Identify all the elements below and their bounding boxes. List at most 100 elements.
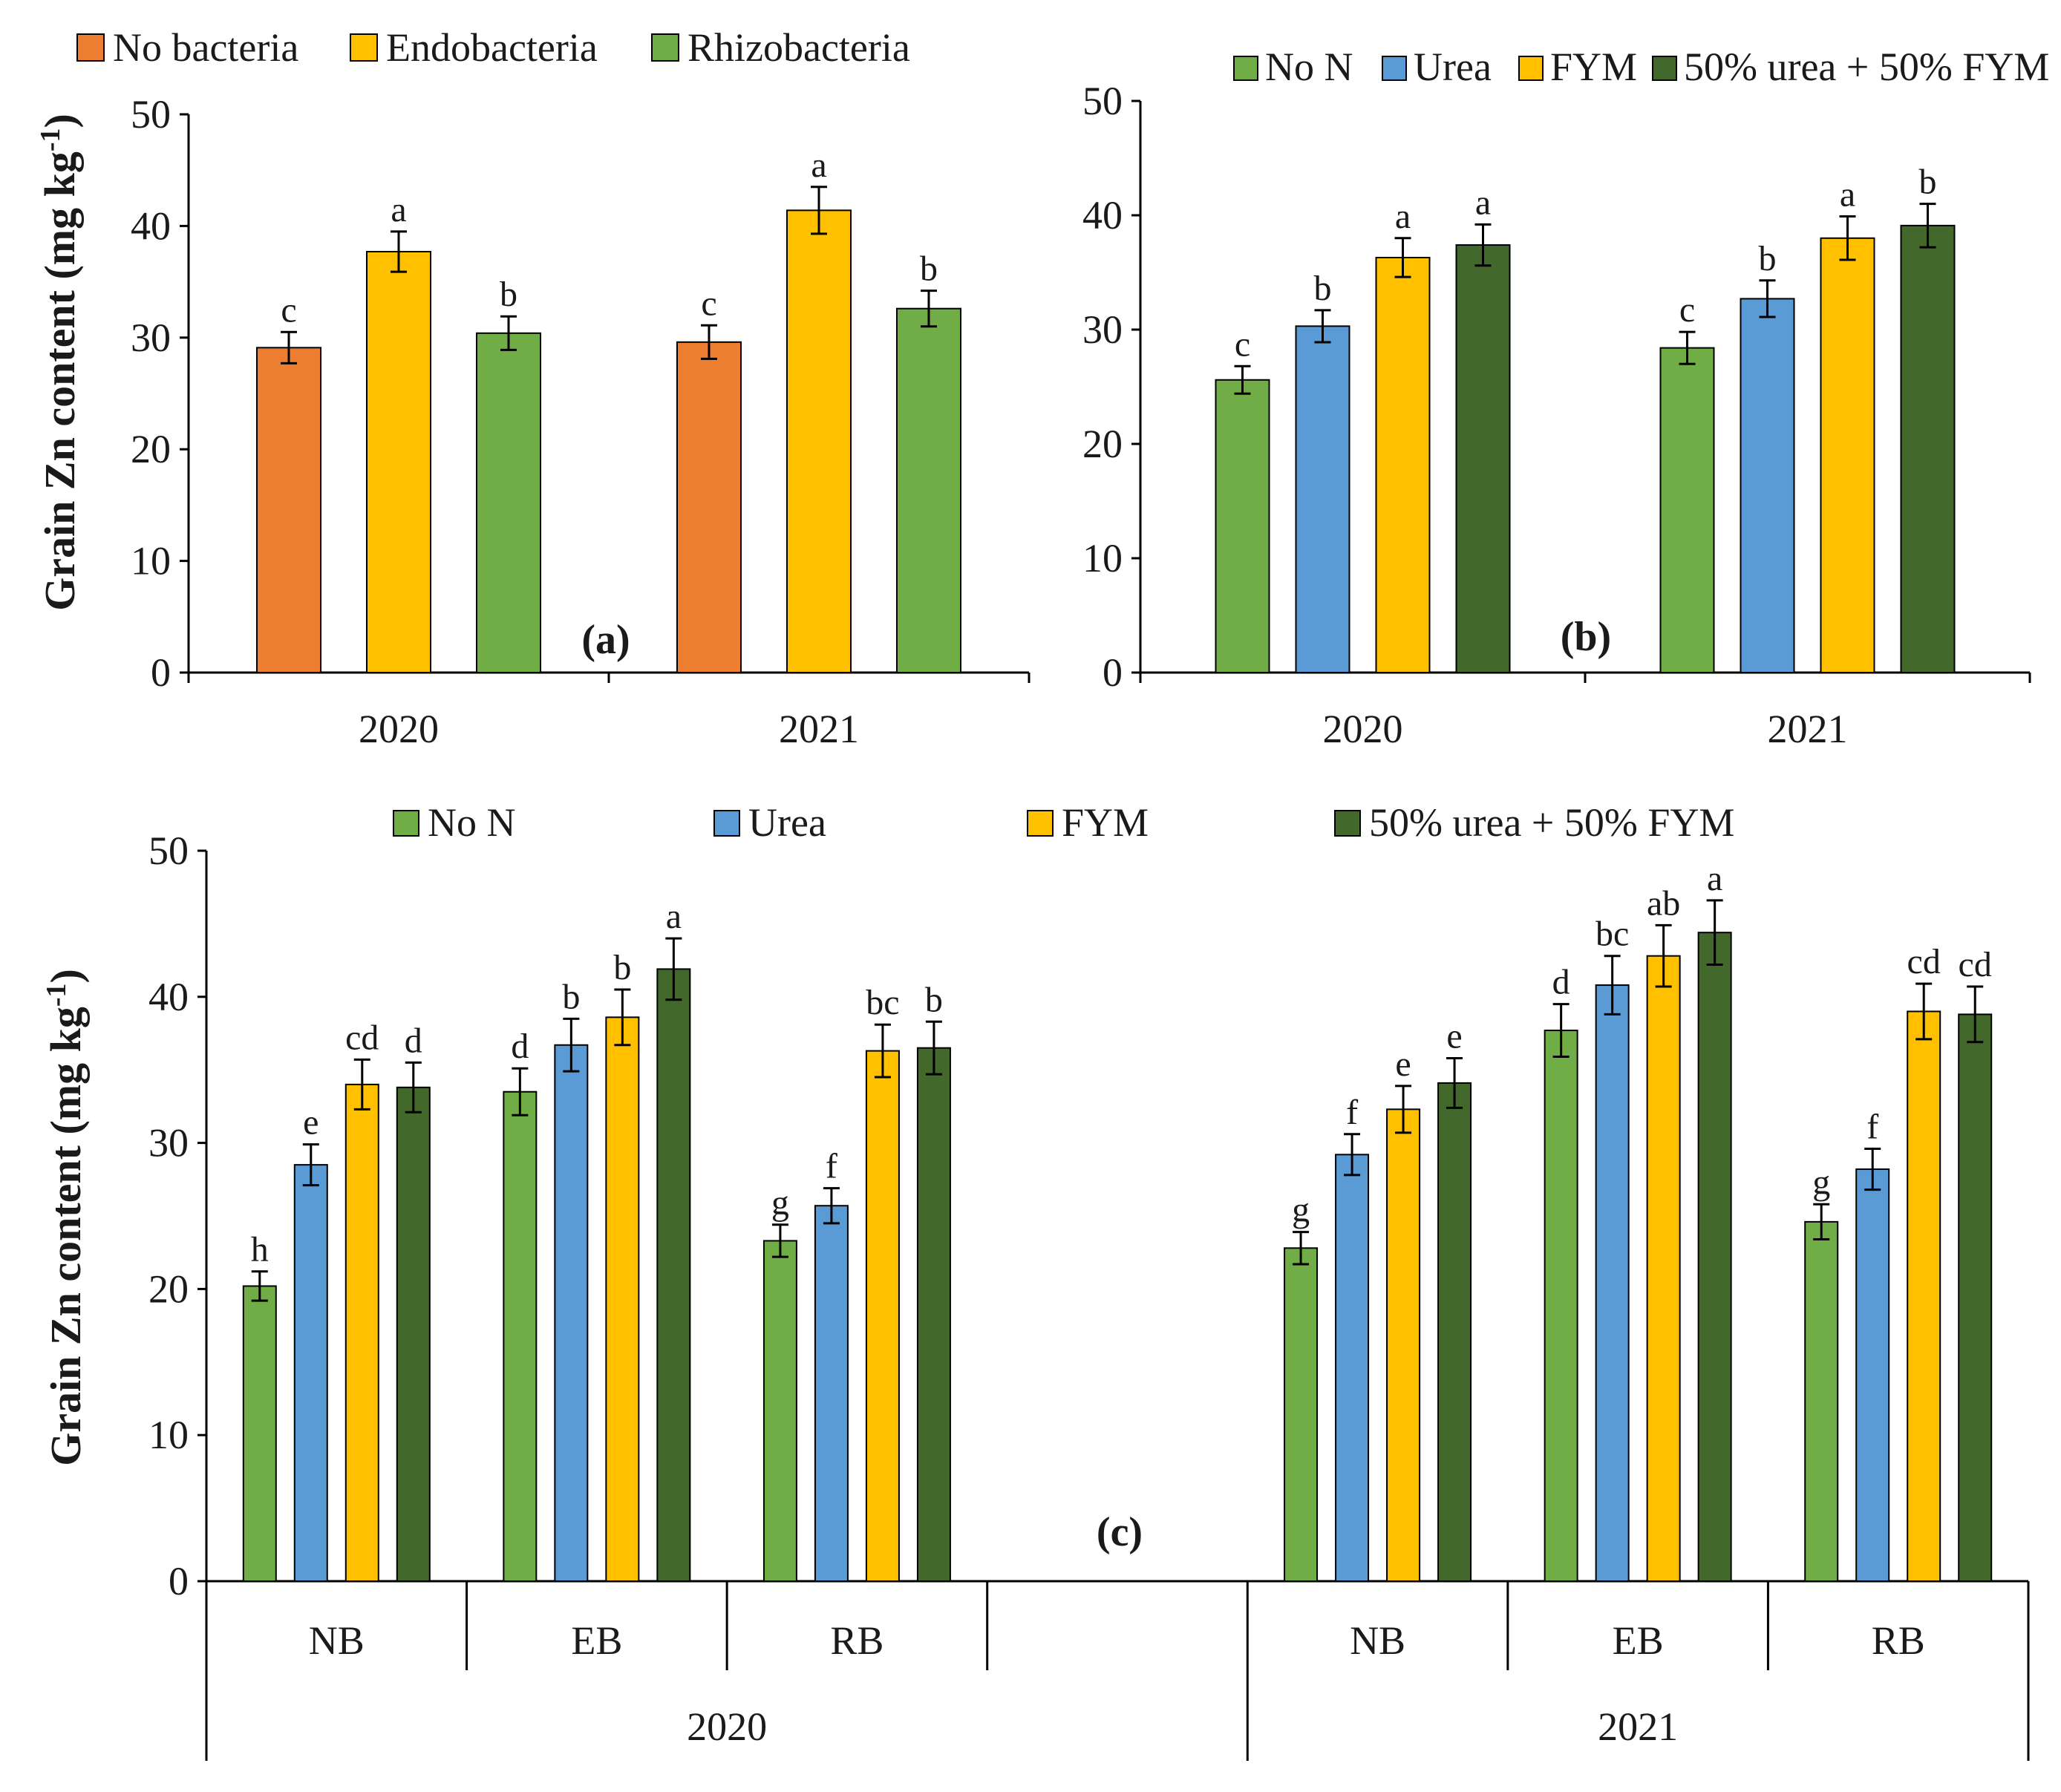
bar-c-urea-4	[1335, 1154, 1370, 1582]
bar-c-fym-5	[1646, 955, 1681, 1583]
bar-a-rhizobacteria-0	[476, 332, 541, 673]
bar-c-50-urea-50-fym-1	[656, 968, 691, 1582]
panel-label-a: (a)	[581, 617, 630, 663]
legend-c-label-no-n: No N	[428, 800, 516, 845]
panel-label-c: (c)	[1097, 1509, 1143, 1555]
sig-letter-b-no-n-0: c	[1235, 324, 1250, 364]
plot-a: 0 10 20 30 40 50 2020 2021 c c a a b b	[131, 92, 1030, 751]
sig-letter-a-rhizobacteria-0: b	[500, 275, 517, 314]
bar-b-urea-1	[1740, 298, 1795, 673]
x-tick-label-b-2020: 2020	[1323, 707, 1403, 751]
bar-c-fym-4	[1386, 1108, 1421, 1583]
sig-letter-b-fym-1: a	[1840, 175, 1855, 215]
bar-a-no-bacteria-0	[256, 347, 321, 673]
legend-b: No N Urea FYM 50% urea + 50% FYM	[1233, 45, 2049, 89]
legend-c-swatch-urea-fym	[1334, 810, 1361, 837]
legend-c-swatch-fym	[1027, 810, 1054, 837]
sig-letter-c-fym-2: bc	[866, 983, 899, 1022]
bar-c-urea-1	[554, 1044, 589, 1582]
bar-c-fym-6	[1907, 1010, 1941, 1582]
bar-b-urea-0	[1295, 325, 1350, 673]
legend-b-label-urea: Urea	[1414, 45, 1492, 89]
y-tick-label-b-40: 40	[1082, 193, 1123, 238]
legend-a: No bacteria Endobacteria Rhizobacteria	[76, 25, 910, 70]
legend-a-label-no-bacteria: No bacteria	[113, 25, 298, 70]
legend-c-swatch-urea	[713, 810, 740, 837]
bar-c-no-n-4	[1284, 1247, 1319, 1583]
bar-c-fym-0	[344, 1083, 379, 1582]
bar-c-50-urea-50-fym-0	[396, 1086, 431, 1583]
sig-letter-c-urea-1: b	[562, 977, 580, 1016]
sig-letter-c-urea-2: f	[826, 1147, 837, 1186]
sig-letter-a-endobacteria-0: a	[391, 190, 406, 229]
bar-c-no-n-2	[762, 1240, 797, 1583]
y-axis-label-a: Grain Zn content (mg kg-1)	[35, 114, 84, 611]
legend-c-label-fym: FYM	[1062, 800, 1149, 845]
legend-c-swatch-no-n	[393, 810, 419, 837]
bar-a-endobacteria-1	[786, 209, 852, 673]
x-tick-label-c-eb-1: EB	[571, 1618, 622, 1663]
sig-letter-c-no-n-4: g	[1292, 1191, 1310, 1230]
bar-c-50-urea-50-fym-4	[1437, 1082, 1472, 1582]
legend-b-swatch-no-n	[1233, 56, 1258, 81]
y-tick-label-c-20: 20	[148, 1266, 189, 1311]
sig-letter-c-no-n-6: g	[1812, 1162, 1830, 1202]
y-tick-label-a-40: 40	[131, 203, 171, 248]
y-tick-label-a-50: 50	[131, 92, 171, 137]
plot-b: 0 10 20 30 40 50 2020 2021 c c b b a a a b	[1082, 79, 2031, 751]
sig-letter-a-no-bacteria-1: c	[701, 284, 716, 323]
y-tick-label-a-0: 0	[151, 650, 171, 695]
sig-letter-c-50-urea-50-fym-4: e	[1446, 1016, 1462, 1056]
panel-a: No bacteria Endobacteria Rhizobacteria G…	[35, 25, 1030, 751]
legend-b-label-no-n: No N	[1265, 45, 1353, 89]
legend-b-swatch-urea	[1382, 56, 1407, 81]
x-year-label-c-2021: 2021	[1598, 1704, 1678, 1749]
bar-c-no-n-0	[242, 1285, 277, 1582]
legend-a-label-endobacteria: Endobacteria	[386, 25, 598, 70]
legend-a-swatch-rhizobacteria	[651, 33, 679, 62]
sig-letter-a-no-bacteria-0: c	[281, 290, 296, 330]
panel-c: No N Urea FYM 50% urea + 50% FYM Grain Z…	[41, 800, 2030, 1761]
legend-c-label-urea-fym: 50% urea + 50% FYM	[1369, 800, 1734, 845]
sig-letter-c-50-urea-50-fym-1: a	[666, 897, 682, 936]
bar-a-endobacteria-0	[366, 250, 431, 673]
y-tick-label-b-20: 20	[1082, 422, 1123, 466]
bar-c-urea-6	[1855, 1168, 1890, 1583]
legend-a-swatch-no-bacteria	[76, 33, 105, 62]
sig-letter-c-no-n-1: d	[511, 1027, 529, 1066]
x-tick-label-c-rb-2: RB	[830, 1618, 883, 1663]
sig-letter-c-no-n-2: g	[771, 1183, 789, 1223]
sig-letter-b-urea-1: b	[1759, 239, 1777, 278]
y-tick-label-b-50: 50	[1082, 79, 1123, 123]
bar-c-urea-5	[1595, 984, 1630, 1582]
legend-a-swatch-endobacteria	[350, 33, 378, 62]
sig-letter-c-fym-0: cd	[345, 1018, 379, 1057]
sig-letter-c-no-n-0: h	[251, 1230, 269, 1269]
bar-a-rhizobacteria-1	[896, 307, 961, 673]
sig-letter-c-50-urea-50-fym-5: a	[1707, 859, 1722, 898]
y-tick-label-c-10: 10	[148, 1413, 189, 1457]
sig-letter-c-50-urea-50-fym-0: d	[405, 1021, 422, 1060]
y-tick-label-b-10: 10	[1082, 536, 1123, 581]
bar-c-no-n-5	[1544, 1030, 1578, 1582]
legend-a-label-rhizobacteria: Rhizobacteria	[687, 25, 910, 70]
y-tick-label-b-0: 0	[1103, 650, 1123, 695]
bar-c-urea-2	[814, 1205, 849, 1582]
x-tick-label-a-2020: 2020	[359, 707, 439, 751]
bar-b-no-n-1	[1659, 347, 1715, 673]
y-tick-label-a-10: 10	[131, 539, 171, 583]
y-tick-label-c-30: 30	[148, 1121, 189, 1165]
x-year-label-c-2020: 2020	[687, 1704, 767, 1749]
legend-c-label-urea: Urea	[748, 800, 826, 845]
sig-letter-c-urea-6: f	[1866, 1107, 1878, 1146]
sig-letter-b-urea-0: b	[1314, 269, 1332, 308]
bar-c-fym-2	[865, 1050, 900, 1582]
panel-b: No N Urea FYM 50% urea + 50% FYM 0 10 20 30…	[1082, 45, 2049, 751]
x-tick-label-a-2021: 2021	[779, 707, 859, 751]
sig-letter-c-fym-5: ab	[1647, 883, 1680, 923]
sig-letter-c-50-urea-50-fym-6: cd	[1959, 945, 1992, 984]
y-tick-label-c-50: 50	[148, 828, 189, 873]
y-tick-label-a-20: 20	[131, 427, 171, 471]
